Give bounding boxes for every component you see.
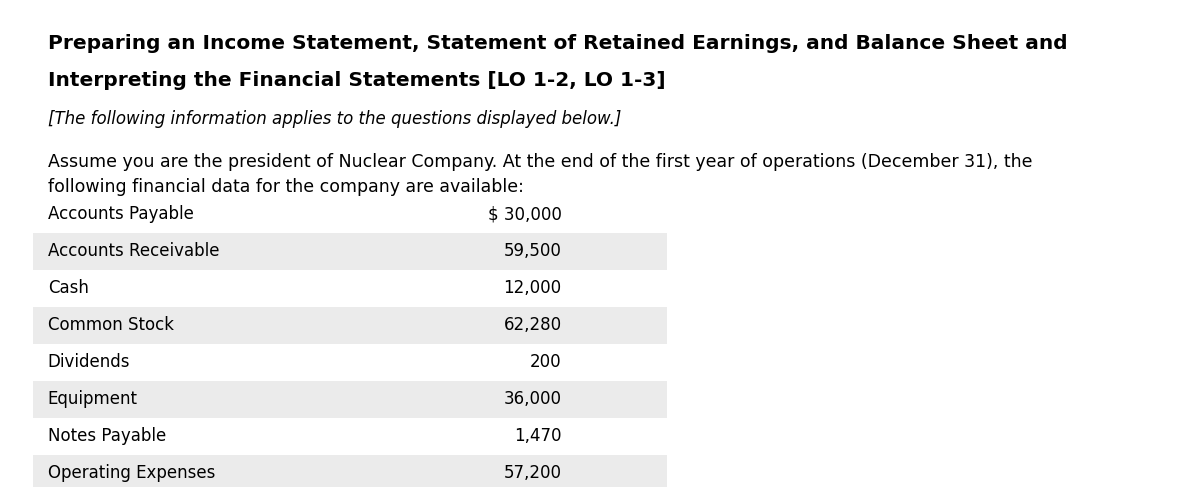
Text: Interpreting the Financial Statements [LO 1-2, LO 1-3]: Interpreting the Financial Statements [L… [48, 71, 666, 90]
Bar [33, 381, 667, 418]
Text: Assume you are the president of Nuclear Company. At the end of the first year of: Assume you are the president of Nuclear … [48, 153, 1032, 171]
Bar [33, 307, 667, 344]
Text: 1,470: 1,470 [514, 428, 562, 445]
Text: Cash: Cash [48, 280, 88, 297]
Text: $ 30,000: $ 30,000 [488, 206, 562, 223]
Text: Preparing an Income Statement, Statement of Retained Earnings, and Balance Sheet: Preparing an Income Statement, Statement… [48, 34, 1067, 53]
Text: Accounts Payable: Accounts Payable [48, 206, 194, 223]
Text: Equipment: Equipment [48, 391, 137, 408]
Text: following financial data for the company are available:: following financial data for the company… [48, 178, 523, 196]
Text: Accounts Receivable: Accounts Receivable [48, 243, 220, 260]
Text: 12,000: 12,000 [503, 280, 562, 297]
Text: 200: 200 [531, 354, 562, 371]
Text: 57,200: 57,200 [503, 465, 562, 482]
Bar [33, 233, 667, 270]
Bar [33, 455, 667, 487]
Text: Common Stock: Common Stock [48, 317, 173, 334]
Text: [The following information applies to the questions displayed below.]: [The following information applies to th… [48, 110, 621, 128]
Text: 62,280: 62,280 [503, 317, 562, 334]
Text: 36,000: 36,000 [503, 391, 562, 408]
Text: Operating Expenses: Operating Expenses [48, 465, 215, 482]
Text: 59,500: 59,500 [504, 243, 562, 260]
Text: Notes Payable: Notes Payable [48, 428, 166, 445]
Text: Dividends: Dividends [48, 354, 130, 371]
